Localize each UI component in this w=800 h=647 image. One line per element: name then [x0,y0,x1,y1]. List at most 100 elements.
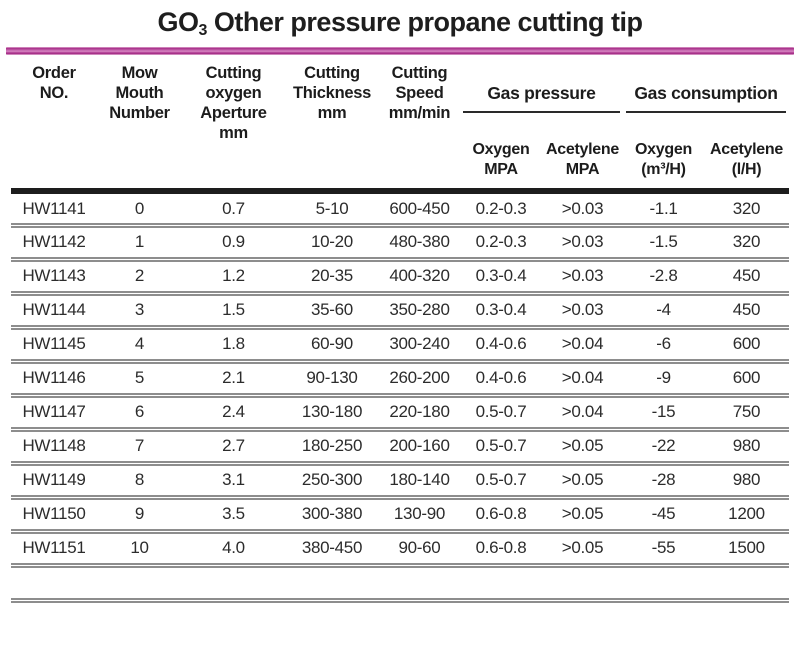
cell: >0.04 [541,327,623,364]
gas-pressure-label: Gas pressure [462,83,620,114]
cell: 1200 [703,497,789,534]
cell: 260-200 [378,361,460,398]
cell: HW1150 [10,497,97,534]
header-oxygen-m3h: Oxygen (m³/H) [622,133,704,195]
table-row: HW1143 2 1.2 20-35 400-320 0.3-0.4 >0.03 -2.8 45… [10,259,789,296]
cell: 380-450 [284,531,379,568]
cell: >0.05 [541,531,623,568]
cell: 3.1 [181,463,285,500]
cell: 5-10 [284,191,379,228]
cell: 0.4-0.6 [459,327,542,364]
empty-cell [10,565,789,603]
cell: 450 [703,259,789,296]
cell: 0.2-0.3 [459,191,542,228]
cell: 9 [96,497,182,534]
header-group-gas-consumption: Gas consumption [623,56,789,134]
cell: 2 [96,259,182,296]
cell: 600 [703,361,789,398]
cell: 1.8 [181,327,285,364]
cell: 180-250 [284,429,379,466]
cell: HW1146 [10,361,97,398]
cell: HW1147 [10,395,97,432]
cell: HW1142 [10,225,97,262]
cell: 0.6-0.8 [459,531,542,568]
cell: -4 [622,293,704,330]
cell: -45 [622,497,704,534]
cell: HW1148 [10,429,97,466]
table-row: HW1142 1 0.9 10-20 480-380 0.2-0.3 >0.03 -1.5 32… [10,225,789,262]
cell: 220-180 [378,395,460,432]
cell: HW1143 [10,259,97,296]
cell: 8 [96,463,182,500]
cell: 10 [96,531,182,568]
cell: >0.03 [541,191,623,228]
cell: >0.03 [541,225,623,262]
title-rest: Other pressure propane cutting tip [206,7,643,37]
cell: 0.5-0.7 [459,395,542,432]
cell: HW1145 [10,327,97,364]
header-cutting-speed: Cutting Speed mm/min [378,55,460,195]
cell: -55 [622,531,704,568]
header-row-main: Order NO. Mow Mouth Number Cutting oxyge… [10,55,789,195]
header-order-no: Order NO. [10,55,97,195]
cell: 2.4 [181,395,285,432]
table-row: HW1144 3 1.5 35-60 350-280 0.3-0.4 >0.03 -4 450 [10,293,789,330]
table-row: HW1147 6 2.4 130-180 220-180 0.5-0.7 >0.04 -15 7… [10,395,789,432]
table-row: HW1148 7 2.7 180-250 200-160 0.5-0.7 >0.05 -22 9… [10,429,789,466]
cell: 6 [96,395,182,432]
cell: 980 [703,463,789,500]
cell: 180-140 [378,463,460,500]
cell: 3 [96,293,182,330]
cell: 60-90 [284,327,379,364]
cell: 1.5 [181,293,285,330]
cell: 7 [96,429,182,466]
cell: -1.5 [622,225,704,262]
cell: 0.3-0.4 [459,259,542,296]
title-divider [6,46,794,55]
table-row: HW1145 4 1.8 60-90 300-240 0.4-0.6 >0.04 -6 600 [10,327,789,364]
cell: 4 [96,327,182,364]
cell: HW1144 [10,293,97,330]
table-body: HW1141 0 0.7 5-10 600-450 0.2-0.3 >0.03 -1.1 320… [10,191,789,568]
cell: -9 [622,361,704,398]
cell: 0.5-0.7 [459,463,542,500]
cell: 5 [96,361,182,398]
cell: 2.1 [181,361,285,398]
cell: HW1149 [10,463,97,500]
cell: 0.4-0.6 [459,361,542,398]
header-cutting-oxygen-aperture: Cutting oxygen Aperture mm [181,55,285,195]
title-subscript: 3 [198,22,208,39]
cell: 3.5 [181,497,285,534]
cell: 750 [703,395,789,432]
table-row: HW1150 9 3.5 300-380 130-90 0.6-0.8 >0.05 -45 12… [10,497,789,534]
cell: 35-60 [284,293,379,330]
cell: 300-240 [378,327,460,364]
cell: -1.1 [622,191,704,228]
cell: 600 [703,327,789,364]
cell: 2.7 [181,429,285,466]
empty-row [10,565,789,603]
cell: 250-300 [284,463,379,500]
cell: 320 [703,225,789,262]
cell: -22 [622,429,704,466]
cell: >0.05 [541,463,623,500]
cell: 350-280 [378,293,460,330]
cell: 130-90 [378,497,460,534]
cell: >0.04 [541,395,623,432]
cell: HW1151 [10,531,97,568]
cell: 20-35 [284,259,379,296]
table-row: HW1146 5 2.1 90-130 260-200 0.4-0.6 >0.04 -9 600 [10,361,789,398]
cell: -2.8 [622,259,704,296]
cell: 480-380 [378,225,460,262]
spec-table: Order NO. Mow Mouth Number Cutting oxyge… [10,55,789,603]
cell: -15 [622,395,704,432]
table-row: HW1141 0 0.7 5-10 600-450 0.2-0.3 >0.03 -1.1 320 [10,191,789,228]
cell: 600-450 [378,191,460,228]
cell: 200-160 [378,429,460,466]
cell: 0.2-0.3 [459,225,542,262]
cell: 0.6-0.8 [459,497,542,534]
header-cutting-thickness: Cutting Thickness mm [284,55,379,195]
cell: >0.04 [541,361,623,398]
cell: 1.2 [181,259,285,296]
cell: 90-130 [284,361,379,398]
